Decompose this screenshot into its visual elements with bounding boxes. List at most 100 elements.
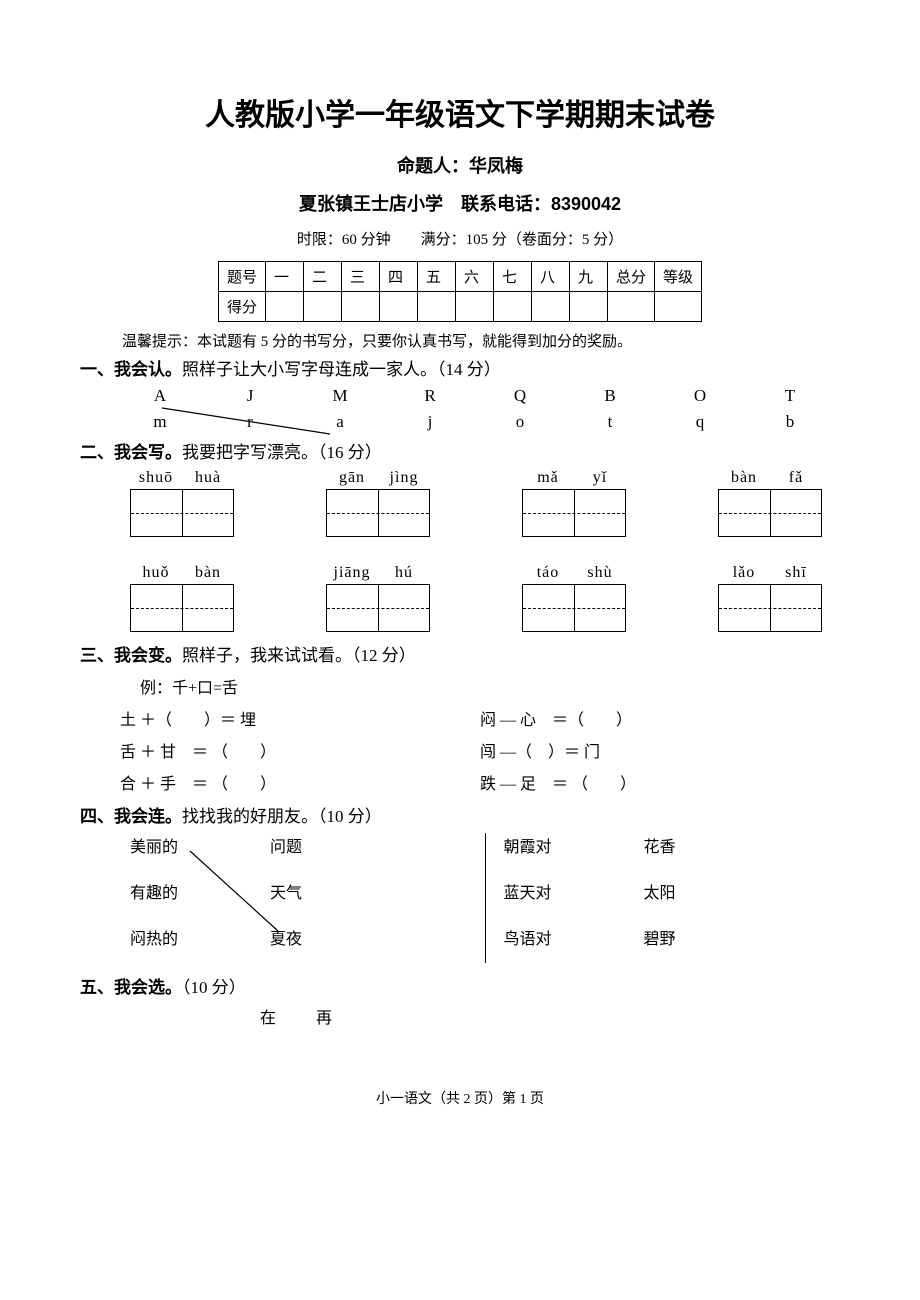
heading-rest: （10 分） <box>182 978 246 997</box>
tip-text: 温馨提示：本试题有 5 分的书写分，只要你认真书写，就能得到加分的奖励。 <box>122 330 840 351</box>
tianzige-box[interactable] <box>718 584 822 632</box>
letter: q <box>680 412 720 432</box>
letter: m <box>140 412 180 432</box>
cell[interactable] <box>303 292 341 322</box>
pinyin: shù <box>574 564 626 582</box>
score-table: 题号 一 二 三 四 五 六 七 八 九 总分 等级 得分 <box>218 261 702 322</box>
letter: T <box>770 386 810 406</box>
char-left: 土 ＋（ ）＝ 埋 <box>120 706 480 730</box>
char-right: 闷 — 心 ＝（ ） <box>480 706 632 730</box>
pair-b: 夏夜 <box>270 925 390 949</box>
letter: o <box>500 412 540 432</box>
pinyin: lǎo <box>718 564 770 582</box>
heading-bold: 四、我会连。 <box>80 807 182 826</box>
lower-row: m r a j o t q b <box>140 412 810 432</box>
section3-heading: 三、我会变。照样子，我来试试看。（12 分） <box>80 641 840 666</box>
heading-rest: 我要把字写漂亮。（16 分） <box>182 443 382 462</box>
main-title: 人教版小学一年级语文下学期期末试卷 <box>80 90 840 134</box>
pinyin-group: shuōhuà <box>130 469 234 542</box>
left-col: 美丽的 问题 有趣的 天气 闷热的 夏夜 <box>130 833 467 971</box>
cell: 二 <box>303 262 341 292</box>
cell: 题号 <box>218 262 265 292</box>
cell: 五 <box>417 262 455 292</box>
char-row: 合 ＋ 手 ＝ （ ） 跌 — 足 ＝ （ ） <box>120 770 840 794</box>
cell: 七 <box>493 262 531 292</box>
pinyin-group: gānjìng <box>326 469 430 542</box>
section1-heading: 一、我会认。照样子让大小写字母连成一家人。（14 分） <box>80 355 840 380</box>
pinyin-row-2: huǒbàn jiānghú táoshù lǎoshī <box>130 564 822 637</box>
char-row: 土 ＋（ ）＝ 埋 闷 — 心 ＝（ ） <box>120 706 840 730</box>
pinyin-group: lǎoshī <box>718 564 822 637</box>
letter: O <box>680 386 720 406</box>
cell: 得分 <box>218 292 265 322</box>
right-col: 朝霞对 花香 蓝天对 太阳 鸟语对 碧野 <box>504 833 841 971</box>
pinyin-group: táoshù <box>522 564 626 637</box>
pair-a: 闷热的 <box>130 925 270 949</box>
pinyin: mǎ <box>522 469 574 487</box>
pinyin: shī <box>770 564 822 582</box>
section2-heading: 二、我会写。我要把字写漂亮。（16 分） <box>80 438 840 463</box>
table-row: 得分 <box>218 292 701 322</box>
cell: 六 <box>455 262 493 292</box>
pinyin-group: bànfǎ <box>718 469 822 542</box>
pinyin: yǐ <box>574 469 626 487</box>
table-row: 题号 一 二 三 四 五 六 七 八 九 总分 等级 <box>218 262 701 292</box>
pair-a: 美丽的 <box>130 833 270 857</box>
cell[interactable] <box>341 292 379 322</box>
section5-heading: 五、我会选。（10 分） <box>80 973 840 998</box>
pair-a: 鸟语对 <box>504 925 644 949</box>
tianzige-box[interactable] <box>522 584 626 632</box>
cell[interactable] <box>655 292 702 322</box>
page: 人教版小学一年级语文下学期期末试卷 命题人：华凤梅 夏张镇王士店小学 联系电话：… <box>0 0 920 1148</box>
pair-row: 美丽的 问题 <box>130 833 467 857</box>
pinyin-group: jiānghú <box>326 564 430 637</box>
cell: 总分 <box>607 262 654 292</box>
heading-bold: 一、我会认。 <box>80 360 182 379</box>
pinyin-group: huǒbàn <box>130 564 234 637</box>
heading-rest: 找找我的好朋友。（10 分） <box>182 807 382 826</box>
cell[interactable] <box>417 292 455 322</box>
tianzige-box[interactable] <box>130 584 234 632</box>
pair-b: 天气 <box>270 879 390 903</box>
pair-row: 闷热的 夏夜 <box>130 925 467 949</box>
pair-b: 花香 <box>644 833 764 857</box>
heading-rest: 照样子让大小写字母连成一家人。（14 分） <box>182 360 501 379</box>
cell: 九 <box>569 262 607 292</box>
section4-heading: 四、我会连。找找我的好朋友。（10 分） <box>80 802 840 827</box>
pair-a: 蓝天对 <box>504 879 644 903</box>
cell[interactable] <box>569 292 607 322</box>
pair-a: 有趣的 <box>130 879 270 903</box>
letter: A <box>140 386 180 406</box>
pair-a: 朝霞对 <box>504 833 644 857</box>
heading-bold: 五、我会选。 <box>80 978 182 997</box>
char-left: 舌 ＋ 甘 ＝ （ ） <box>120 738 480 762</box>
tianzige-box[interactable] <box>326 489 430 537</box>
tianzige-box[interactable] <box>718 489 822 537</box>
char-right: 闯 —（ ）＝ 门 <box>480 738 600 762</box>
heading-bold: 三、我会变。 <box>80 646 182 665</box>
cell: 一 <box>265 262 303 292</box>
letter: t <box>590 412 630 432</box>
cell[interactable] <box>493 292 531 322</box>
tianzige-box[interactable] <box>326 584 430 632</box>
pinyin-group: mǎyǐ <box>522 469 626 542</box>
cell[interactable] <box>607 292 654 322</box>
pinyin: hú <box>378 564 430 582</box>
cell[interactable] <box>455 292 493 322</box>
letter: M <box>320 386 360 406</box>
time-line: 时限：60 分钟 满分：105 分（卷面分：5 分） <box>80 228 840 249</box>
letter: J <box>230 386 270 406</box>
tianzige-box[interactable] <box>522 489 626 537</box>
cell: 八 <box>531 262 569 292</box>
pair-row: 有趣的 天气 <box>130 879 467 903</box>
cell[interactable] <box>379 292 417 322</box>
divider-icon <box>485 833 486 963</box>
cell[interactable] <box>531 292 569 322</box>
tianzige-box[interactable] <box>130 489 234 537</box>
letter: b <box>770 412 810 432</box>
section4-body: 美丽的 问题 有趣的 天气 闷热的 夏夜 朝霞对 花香 蓝天对 太阳 <box>130 833 840 971</box>
section5-chars: 在再 <box>260 1004 840 1028</box>
cell: 三 <box>341 262 379 292</box>
heading-bold: 二、我会写。 <box>80 443 182 462</box>
cell[interactable] <box>265 292 303 322</box>
